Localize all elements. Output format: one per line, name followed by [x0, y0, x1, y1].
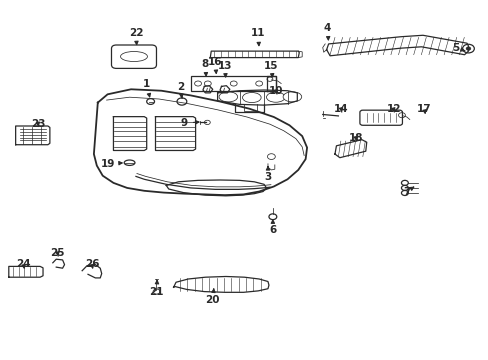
Text: 11: 11 [250, 28, 265, 46]
Text: 4: 4 [323, 23, 331, 40]
Ellipse shape [242, 93, 261, 103]
FancyBboxPatch shape [111, 45, 156, 68]
Polygon shape [173, 276, 268, 292]
Text: 17: 17 [416, 104, 431, 114]
Text: 16: 16 [207, 57, 222, 73]
Text: 22: 22 [128, 28, 143, 45]
Text: 21: 21 [149, 280, 163, 297]
Text: 15: 15 [264, 60, 278, 77]
Text: 26: 26 [84, 259, 99, 269]
Text: 1: 1 [143, 79, 150, 97]
FancyBboxPatch shape [190, 76, 276, 91]
Text: 14: 14 [333, 104, 348, 114]
Polygon shape [16, 126, 50, 145]
Polygon shape [9, 266, 43, 277]
Ellipse shape [121, 51, 147, 62]
Text: 12: 12 [386, 104, 400, 114]
Text: 7: 7 [402, 186, 413, 197]
Text: 6: 6 [269, 220, 276, 235]
Ellipse shape [283, 92, 301, 102]
Text: 5: 5 [451, 42, 464, 53]
Text: 9: 9 [181, 118, 199, 128]
Text: 20: 20 [205, 289, 220, 305]
Text: 8: 8 [202, 59, 208, 76]
Text: 23: 23 [31, 119, 45, 129]
Text: 2: 2 [177, 82, 184, 98]
Circle shape [465, 47, 470, 50]
FancyBboxPatch shape [359, 110, 402, 125]
Text: 10: 10 [268, 86, 283, 96]
Ellipse shape [219, 92, 237, 102]
Text: 24: 24 [16, 259, 31, 269]
Polygon shape [334, 140, 366, 158]
Text: 3: 3 [264, 167, 271, 183]
Text: 25: 25 [50, 248, 65, 258]
Polygon shape [326, 35, 468, 56]
Polygon shape [210, 51, 299, 58]
Text: 19: 19 [100, 159, 122, 169]
Text: 18: 18 [348, 133, 363, 143]
Ellipse shape [266, 92, 285, 102]
Text: 13: 13 [217, 60, 232, 77]
Ellipse shape [124, 160, 135, 165]
